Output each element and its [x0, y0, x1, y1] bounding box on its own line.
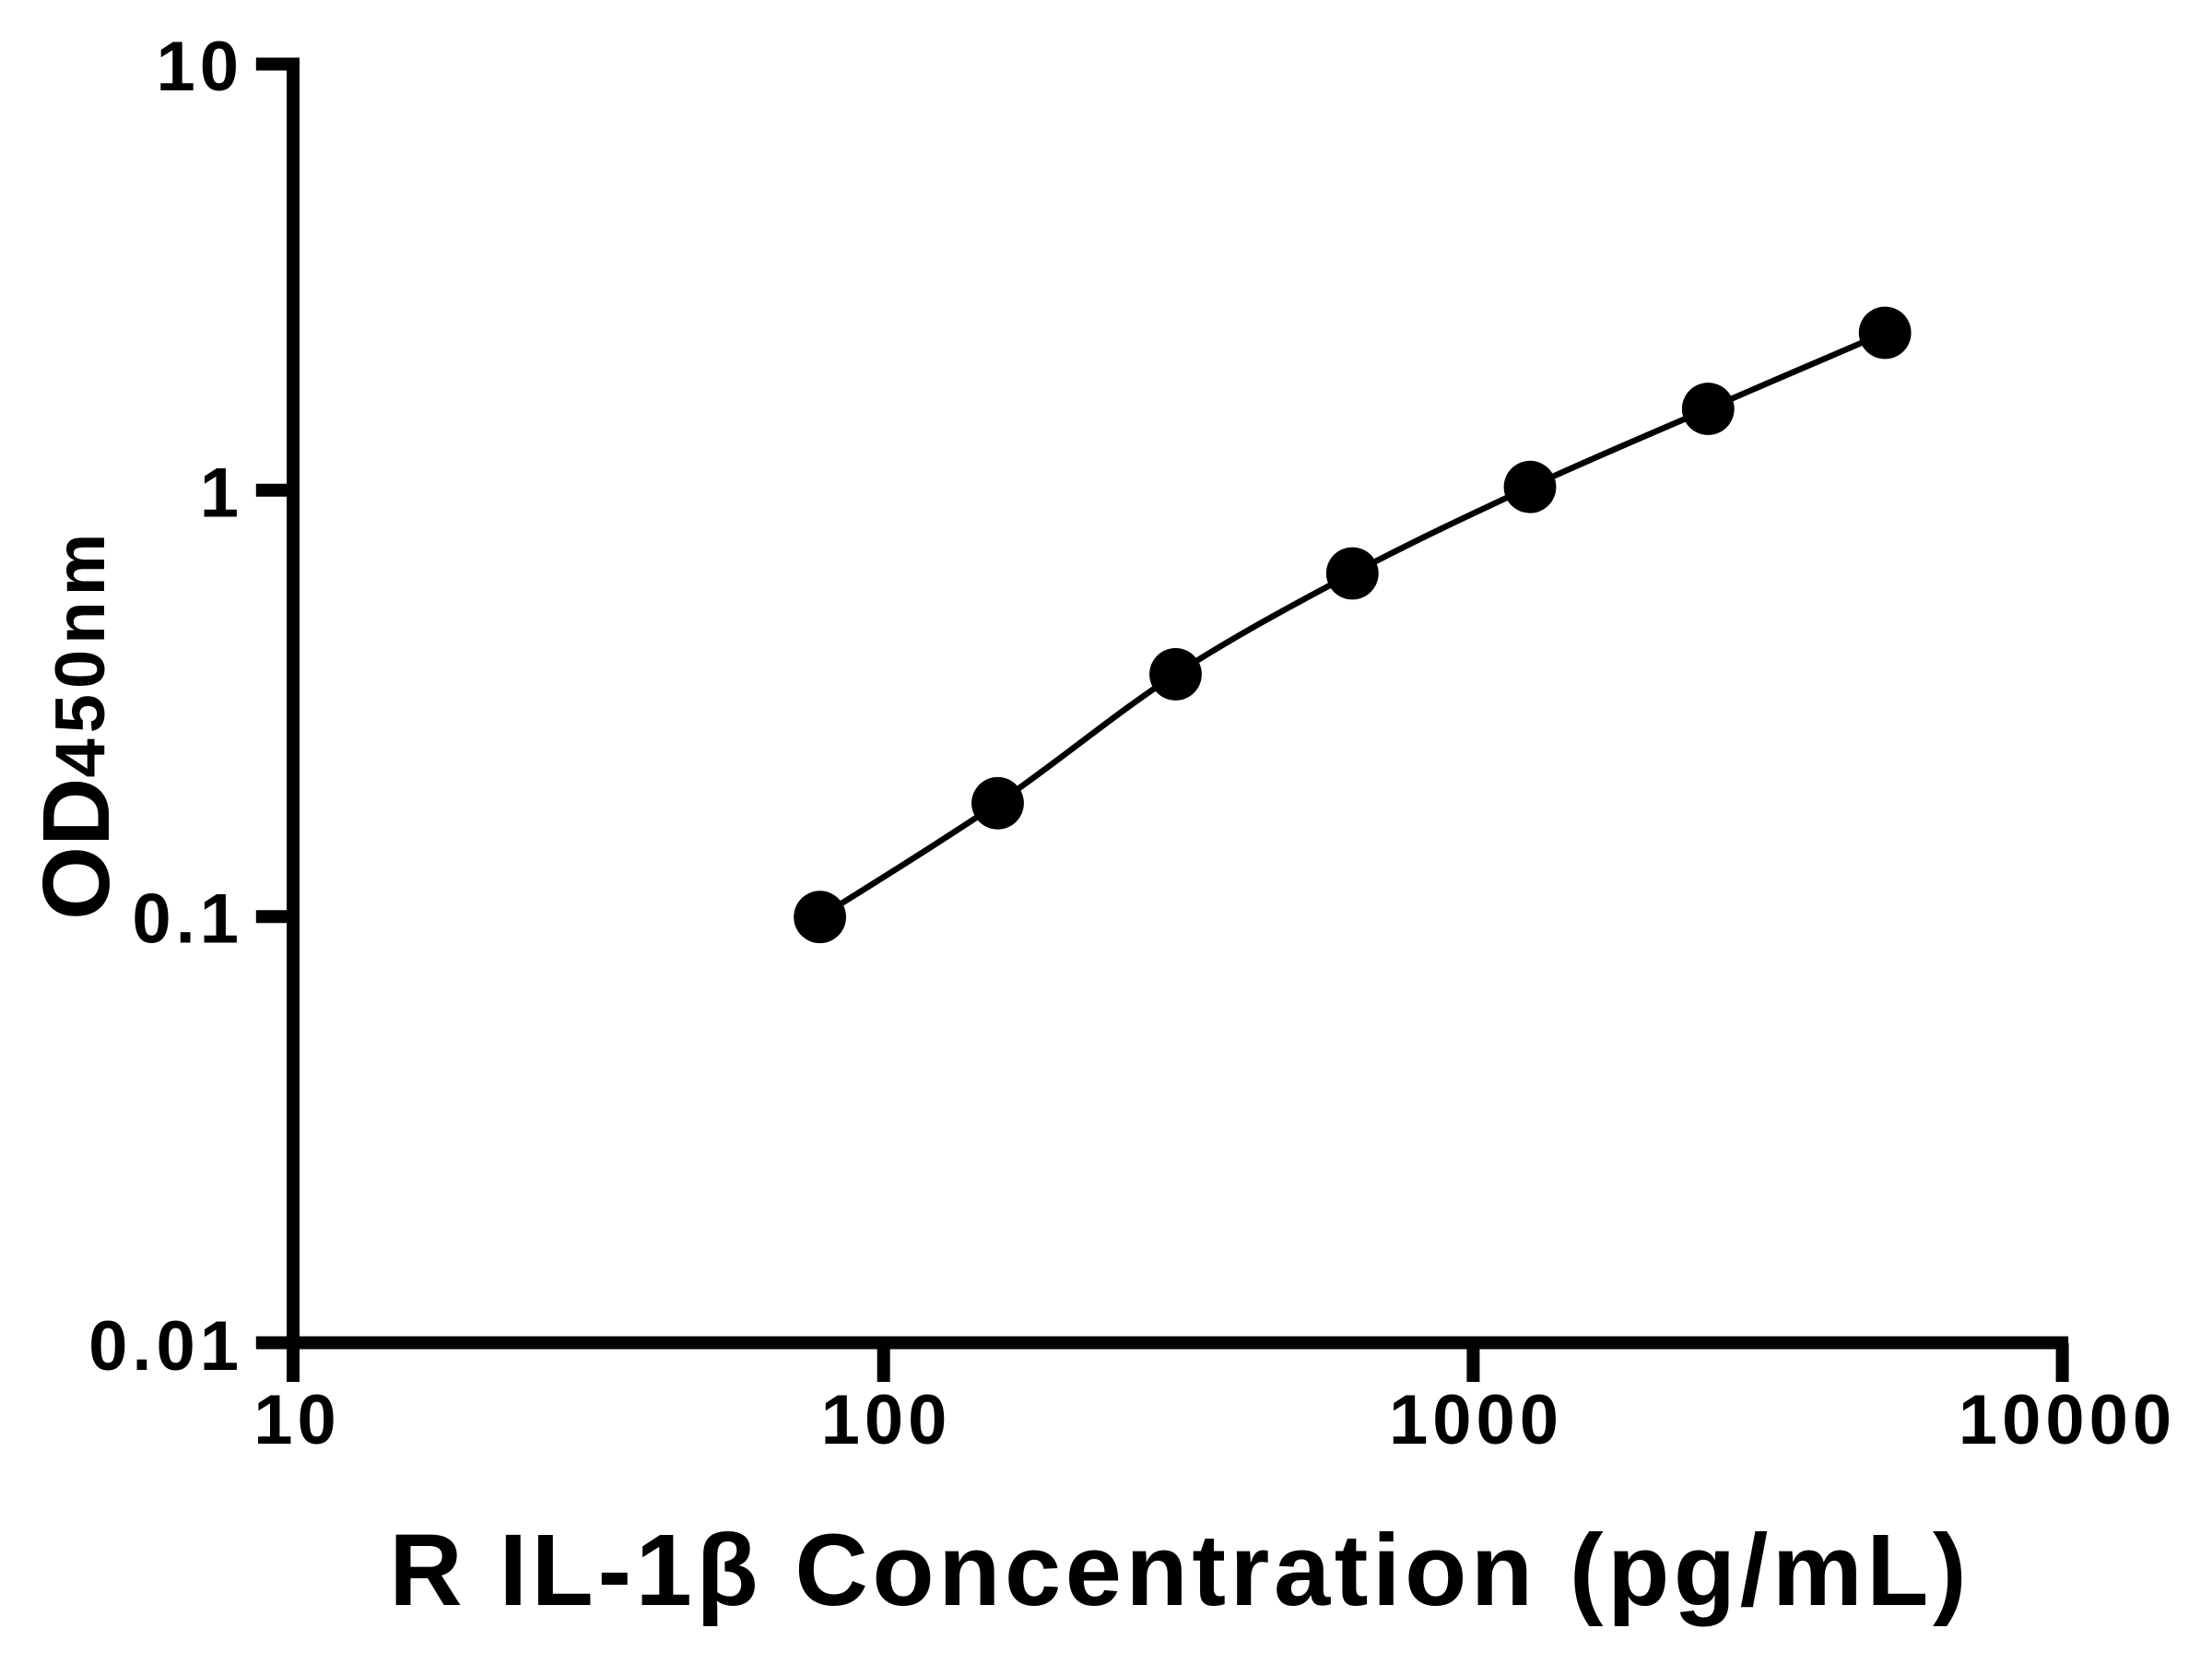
svg-text:10: 10: [253, 1381, 341, 1459]
svg-text:100: 100: [821, 1381, 952, 1459]
svg-text:OD450nm: OD450nm: [23, 528, 129, 920]
svg-text:1: 1: [200, 454, 243, 532]
svg-text:10: 10: [156, 28, 243, 106]
svg-text:10000: 10000: [1959, 1381, 2176, 1459]
svg-text:0.1: 0.1: [132, 880, 243, 959]
svg-text:R IL-1β Concentration (pg/mL): R IL-1β Concentration (pg/mL): [389, 1514, 1971, 1627]
svg-text:1000: 1000: [1389, 1381, 1563, 1459]
svg-text:0.01: 0.01: [88, 1307, 243, 1386]
